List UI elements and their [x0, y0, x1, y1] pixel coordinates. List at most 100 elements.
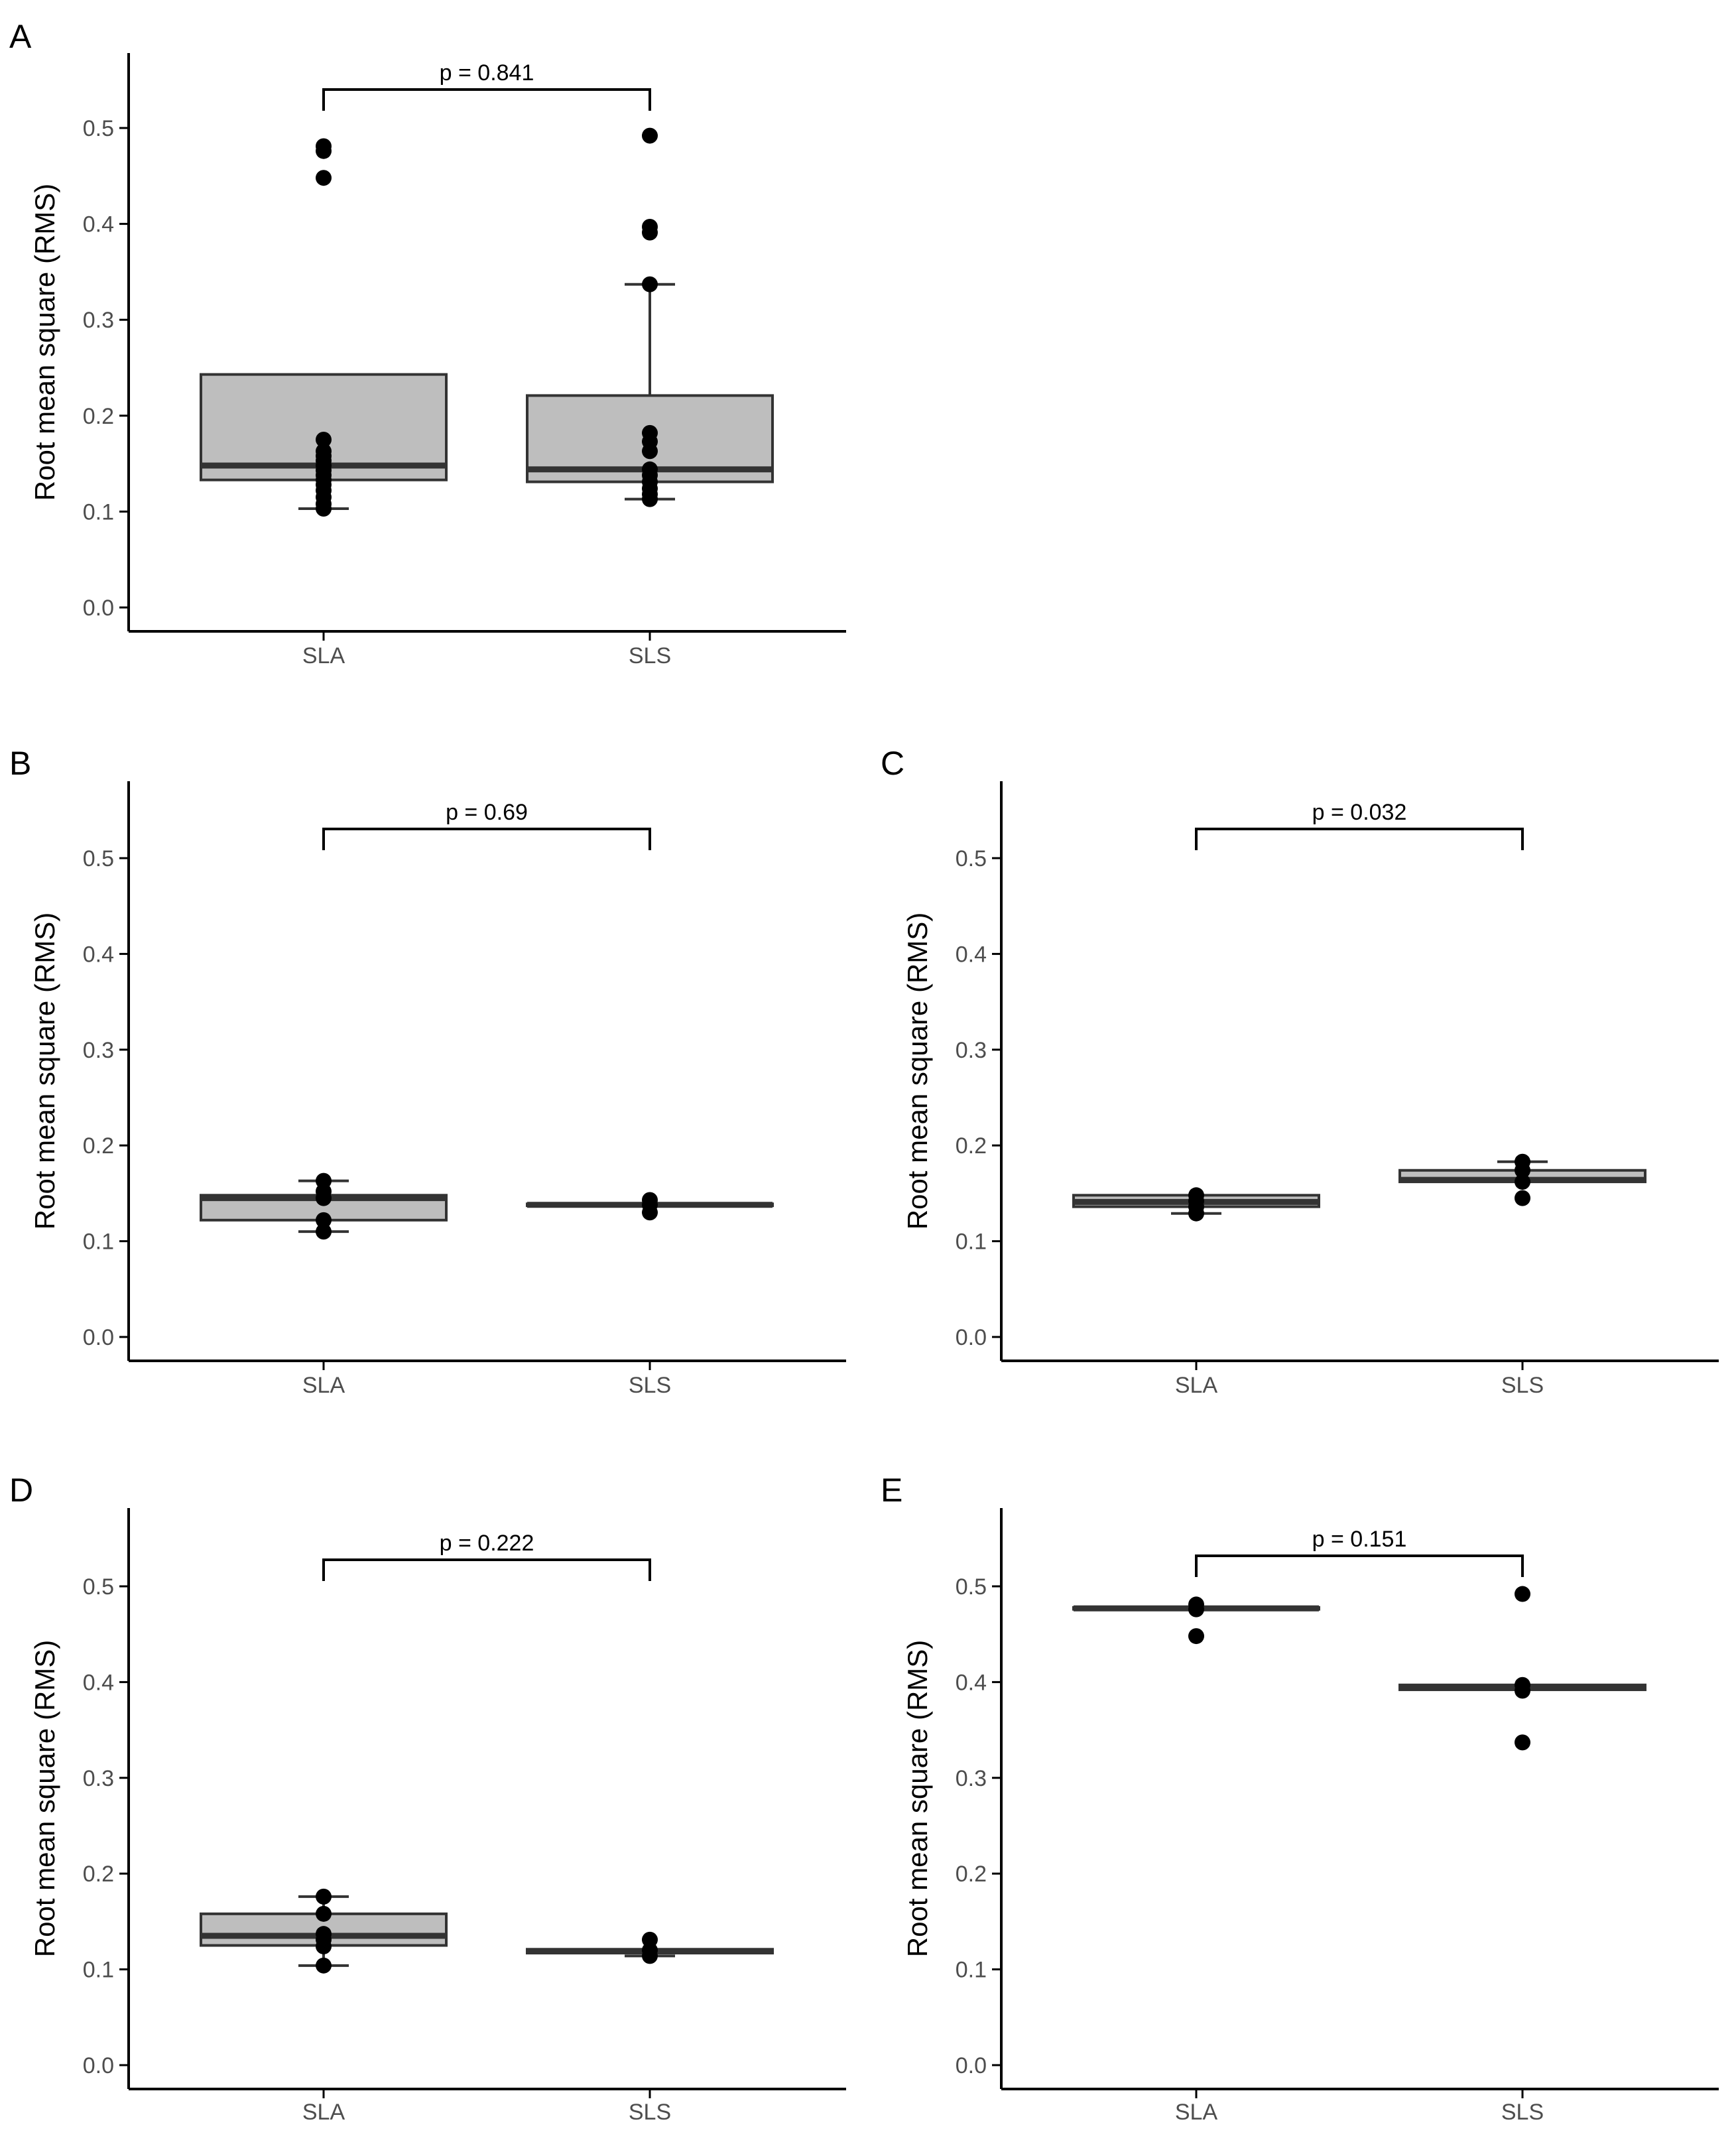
y-tick-label: 0.5 [83, 1574, 114, 1600]
y-tick-label: 0.4 [83, 942, 114, 967]
panel-letter: D [9, 1472, 33, 1509]
y-tick-label: 0.1 [83, 499, 114, 525]
box-sls [1398, 1153, 1646, 1206]
p-value-label: p = 0.841 [440, 60, 534, 86]
data-point [642, 218, 658, 235]
y-axis-title: Root mean square (RMS) [29, 1640, 60, 1958]
data-point [1515, 1174, 1530, 1190]
y-tick-label: 0.0 [83, 596, 114, 621]
y-tick-label: 0.1 [83, 1958, 114, 1983]
y-tick-label: 0.5 [956, 846, 987, 871]
y-tick-label: 0.4 [956, 1670, 987, 1695]
y-tick-label: 0.2 [83, 1133, 114, 1159]
bracket-line [322, 88, 651, 111]
data-point [1188, 1628, 1204, 1645]
y-tick-label: 0.4 [83, 212, 114, 237]
y-axis-title: Root mean square (RMS) [902, 1640, 933, 1958]
data-point [316, 138, 332, 155]
data-point [642, 1931, 658, 1948]
data-point [1515, 1677, 1530, 1693]
data-point [1515, 1190, 1530, 1206]
bracket-line [1195, 828, 1524, 850]
significance-bracket: p = 0.032 [1195, 800, 1524, 850]
data-point [642, 424, 658, 441]
panel-c: C 0.0 0.1 0.2 0.3 0.4 0.5 Root mean square (RMS… [881, 745, 1719, 1398]
data-point [316, 1926, 332, 1942]
box-sla [200, 1888, 448, 1974]
y-tick-label: 0.3 [956, 1766, 987, 1791]
box-sls [526, 1931, 774, 1964]
p-value-label: p = 0.032 [1312, 800, 1407, 825]
panel-letter: B [9, 745, 31, 782]
box-sla [1072, 1596, 1320, 1645]
panel-d: D 0.0 0.1 0.2 0.3 0.4 0.5 Root mean square (RMS… [9, 1472, 846, 2125]
box-sls [1398, 1586, 1646, 1751]
significance-bracket: p = 0.222 [322, 1531, 651, 1581]
box-sla [1072, 1187, 1320, 1222]
bracket-line [1195, 1554, 1524, 1577]
y-tick-label: 0.1 [956, 1230, 987, 1255]
data-point [642, 276, 658, 292]
data-point [316, 1888, 332, 1905]
x-tick-label: SLS [629, 1373, 671, 1398]
panel-letter: A [9, 18, 32, 55]
data-point [316, 443, 332, 460]
box-sls [526, 1192, 774, 1221]
y-tick-label: 0.5 [956, 1574, 987, 1600]
data-point [316, 170, 332, 186]
y-tick-label: 0.3 [83, 308, 114, 333]
data-point [316, 431, 332, 448]
panel-a: A 0.0 0.1 0.2 0.3 0.4 0.5 Root mean square (RMS… [9, 18, 846, 668]
y-tick-label: 0.2 [956, 1133, 987, 1159]
x-tick-label: SLA [302, 2100, 345, 2125]
data-point [1188, 1596, 1204, 1613]
y-tick-label: 0.2 [83, 1862, 114, 1887]
data-point [642, 1192, 658, 1208]
x-tick-label: SLA [302, 1373, 345, 1398]
box-sls [526, 127, 774, 507]
y-tick-label: 0.0 [83, 1325, 114, 1350]
bracket-line [322, 1558, 651, 1581]
box-sla [200, 138, 448, 517]
x-tick-label: SLA [1175, 2100, 1218, 2125]
panel-b: B 0.0 0.1 0.2 0.3 0.4 0.5 Root mean square (RMS… [9, 745, 846, 1398]
significance-bracket: p = 0.151 [1195, 1527, 1524, 1577]
panel-letter: E [881, 1472, 902, 1509]
data-point [316, 1172, 332, 1189]
panel-e: E 0.0 0.1 0.2 0.3 0.4 0.5 Root mean square (RMS… [881, 1472, 1719, 2125]
data-point [316, 1224, 332, 1240]
p-value-label: p = 0.151 [1312, 1527, 1407, 1552]
y-tick-label: 0.3 [83, 1038, 114, 1063]
data-point [1188, 1187, 1204, 1204]
x-tick-label: SLS [1501, 2100, 1544, 2125]
y-axis-title: Root mean square (RMS) [902, 913, 933, 1230]
y-tick-label: 0.1 [83, 1230, 114, 1255]
y-tick-label: 0.3 [83, 1766, 114, 1791]
p-value-label: p = 0.69 [446, 800, 528, 825]
y-tick-label: 0.4 [956, 942, 987, 967]
y-tick-label: 0.3 [956, 1038, 987, 1063]
x-tick-label: SLA [302, 643, 345, 668]
y-tick-label: 0.4 [83, 1670, 114, 1695]
y-tick-label: 0.5 [83, 116, 114, 141]
data-point [316, 1905, 332, 1922]
y-axis-title: Root mean square (RMS) [29, 184, 60, 501]
x-tick-label: SLS [629, 643, 671, 668]
x-tick-label: SLS [1501, 1373, 1544, 1398]
data-point [316, 1212, 332, 1228]
data-point [1515, 1153, 1530, 1170]
y-tick-label: 0.0 [956, 1325, 987, 1350]
x-tick-label: SLS [629, 2100, 671, 2125]
y-tick-label: 0.2 [83, 404, 114, 429]
y-tick-label: 0.1 [956, 1958, 987, 1983]
data-point [1515, 1586, 1530, 1602]
data-point [1515, 1734, 1530, 1751]
data-point [642, 127, 658, 144]
data-point [642, 461, 658, 477]
bracket-line [322, 828, 651, 850]
y-tick-label: 0.2 [956, 1862, 987, 1887]
data-point [316, 1957, 332, 1974]
y-axis-title: Root mean square (RMS) [29, 913, 60, 1230]
x-tick-label: SLA [1175, 1373, 1218, 1398]
